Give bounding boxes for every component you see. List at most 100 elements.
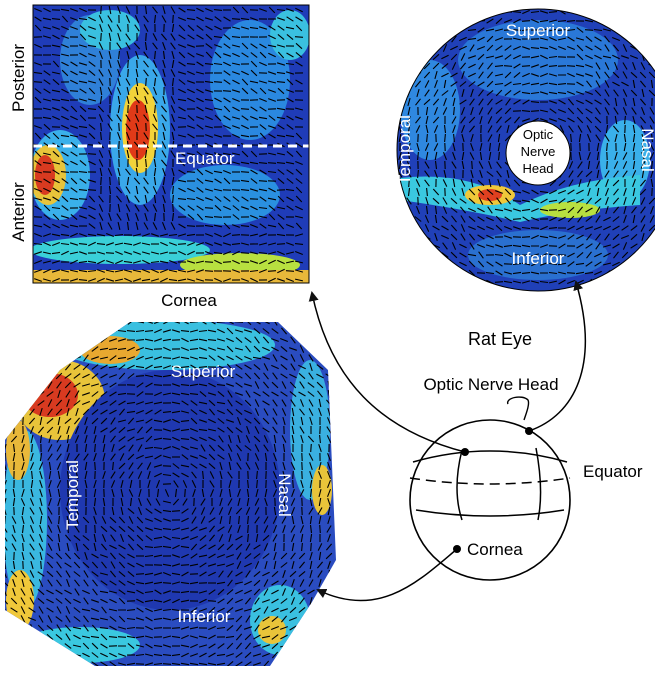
orientation-tick (125, 123, 131, 131)
orientation-tick (153, 572, 163, 576)
orientation-tick (249, 214, 259, 220)
polar-nasal-label: Nasal (638, 128, 655, 171)
orientation-tick (61, 25, 69, 31)
orientation-tick (96, 251, 106, 255)
orientation-tick (521, 199, 531, 203)
orientation-tick (127, 525, 135, 533)
orientation-tick (147, 479, 151, 489)
orientation-tick (521, 226, 531, 230)
orientation-tick (205, 51, 213, 59)
orientation-tick (228, 479, 232, 489)
orientation-tick (307, 327, 315, 335)
orientation-tick (143, 132, 149, 140)
orientation-tick (262, 427, 270, 433)
orientation-tick (196, 25, 204, 31)
orientation-tick (282, 570, 286, 578)
orientation-tick (151, 233, 159, 237)
orientation-tick (84, 552, 88, 560)
orientation-tick (172, 498, 180, 506)
orientation-tick (109, 652, 117, 658)
orientation-tick (69, 251, 79, 255)
orientation-tick (145, 616, 153, 622)
orientation-tick (281, 381, 287, 389)
orientation-tick (639, 179, 647, 187)
orientation-tick (152, 42, 158, 50)
orientation-tick (273, 461, 277, 471)
orientation-tick (52, 34, 60, 40)
orientation-tick (177, 98, 187, 102)
orientation-tick (60, 269, 70, 273)
orientation-tick (249, 260, 259, 264)
orientation-tick (118, 525, 126, 533)
orientation-tick (10, 354, 18, 362)
orientation-tick (37, 624, 45, 632)
orientation-tick (88, 16, 96, 22)
orientation-tick (204, 241, 214, 247)
orientation-tick (258, 251, 268, 255)
orientation-tick (468, 260, 476, 268)
orientation-tick (92, 399, 98, 407)
orientation-tick (622, 242, 628, 250)
orientation-tick (298, 364, 306, 370)
orientation-tick (84, 434, 88, 444)
orientation-tick (67, 461, 69, 471)
orientation-tick (271, 338, 279, 342)
orientation-tick (222, 242, 232, 246)
orientation-tick (288, 653, 298, 657)
orientation-tick (594, 261, 602, 267)
orientation-tick (126, 330, 136, 332)
orientation-tick (196, 178, 204, 184)
orientation-tick (186, 260, 196, 264)
orientation-tick (298, 589, 306, 595)
orientation-tick (100, 633, 108, 641)
orientation-tick (107, 69, 113, 77)
orientation-tick (217, 390, 225, 398)
orientation-tick (216, 401, 226, 405)
orientation-tick (443, 98, 447, 106)
orientation-tick (51, 260, 61, 264)
orientation-tick (93, 542, 97, 552)
orientation-tick (226, 426, 234, 434)
orientation-tick (219, 497, 223, 507)
orientation-tick (262, 346, 270, 352)
orientation-tick (30, 479, 34, 489)
orientation-tick (286, 124, 294, 130)
orientation-tick (494, 253, 504, 257)
orientation-tick (485, 28, 495, 32)
orientation-tick (135, 86, 139, 96)
orientation-tick (263, 579, 269, 587)
orientation-tick (425, 151, 429, 161)
orientation-tick (48, 480, 52, 488)
orientation-tick (317, 660, 323, 666)
orientation-tick (186, 197, 196, 201)
orientation-tick (63, 662, 73, 666)
orientation-tick (263, 408, 269, 416)
orientation-tick (276, 81, 286, 83)
orientation-tick (73, 400, 81, 406)
orientation-tick (177, 71, 187, 75)
orientation-tick (143, 177, 149, 185)
orientation-tick (406, 161, 412, 169)
orientation-tick (94, 524, 96, 534)
orientation-tick (153, 545, 163, 549)
orientation-tick (281, 516, 287, 524)
polar-temporal-label: Temporal (395, 115, 414, 185)
orientation-tick (178, 159, 186, 167)
orientation-tick (67, 524, 69, 534)
orientation-tick (259, 223, 267, 229)
orientation-tick (91, 661, 99, 666)
orientation-tick (235, 408, 243, 416)
orientation-tick (249, 26, 259, 30)
orientation-tick (18, 322, 28, 325)
orientation-tick (271, 651, 279, 659)
orientation-tick (558, 235, 566, 239)
orientation-tick (227, 525, 233, 533)
orientation-tick (159, 233, 169, 237)
orientation-tick (186, 225, 196, 227)
orientation-tick (273, 551, 277, 561)
orientation-tick (539, 82, 549, 86)
orientation-tick (82, 363, 90, 371)
orientation-tick (639, 26, 647, 34)
orientation-tick (558, 216, 566, 222)
orientation-tick (325, 543, 333, 551)
